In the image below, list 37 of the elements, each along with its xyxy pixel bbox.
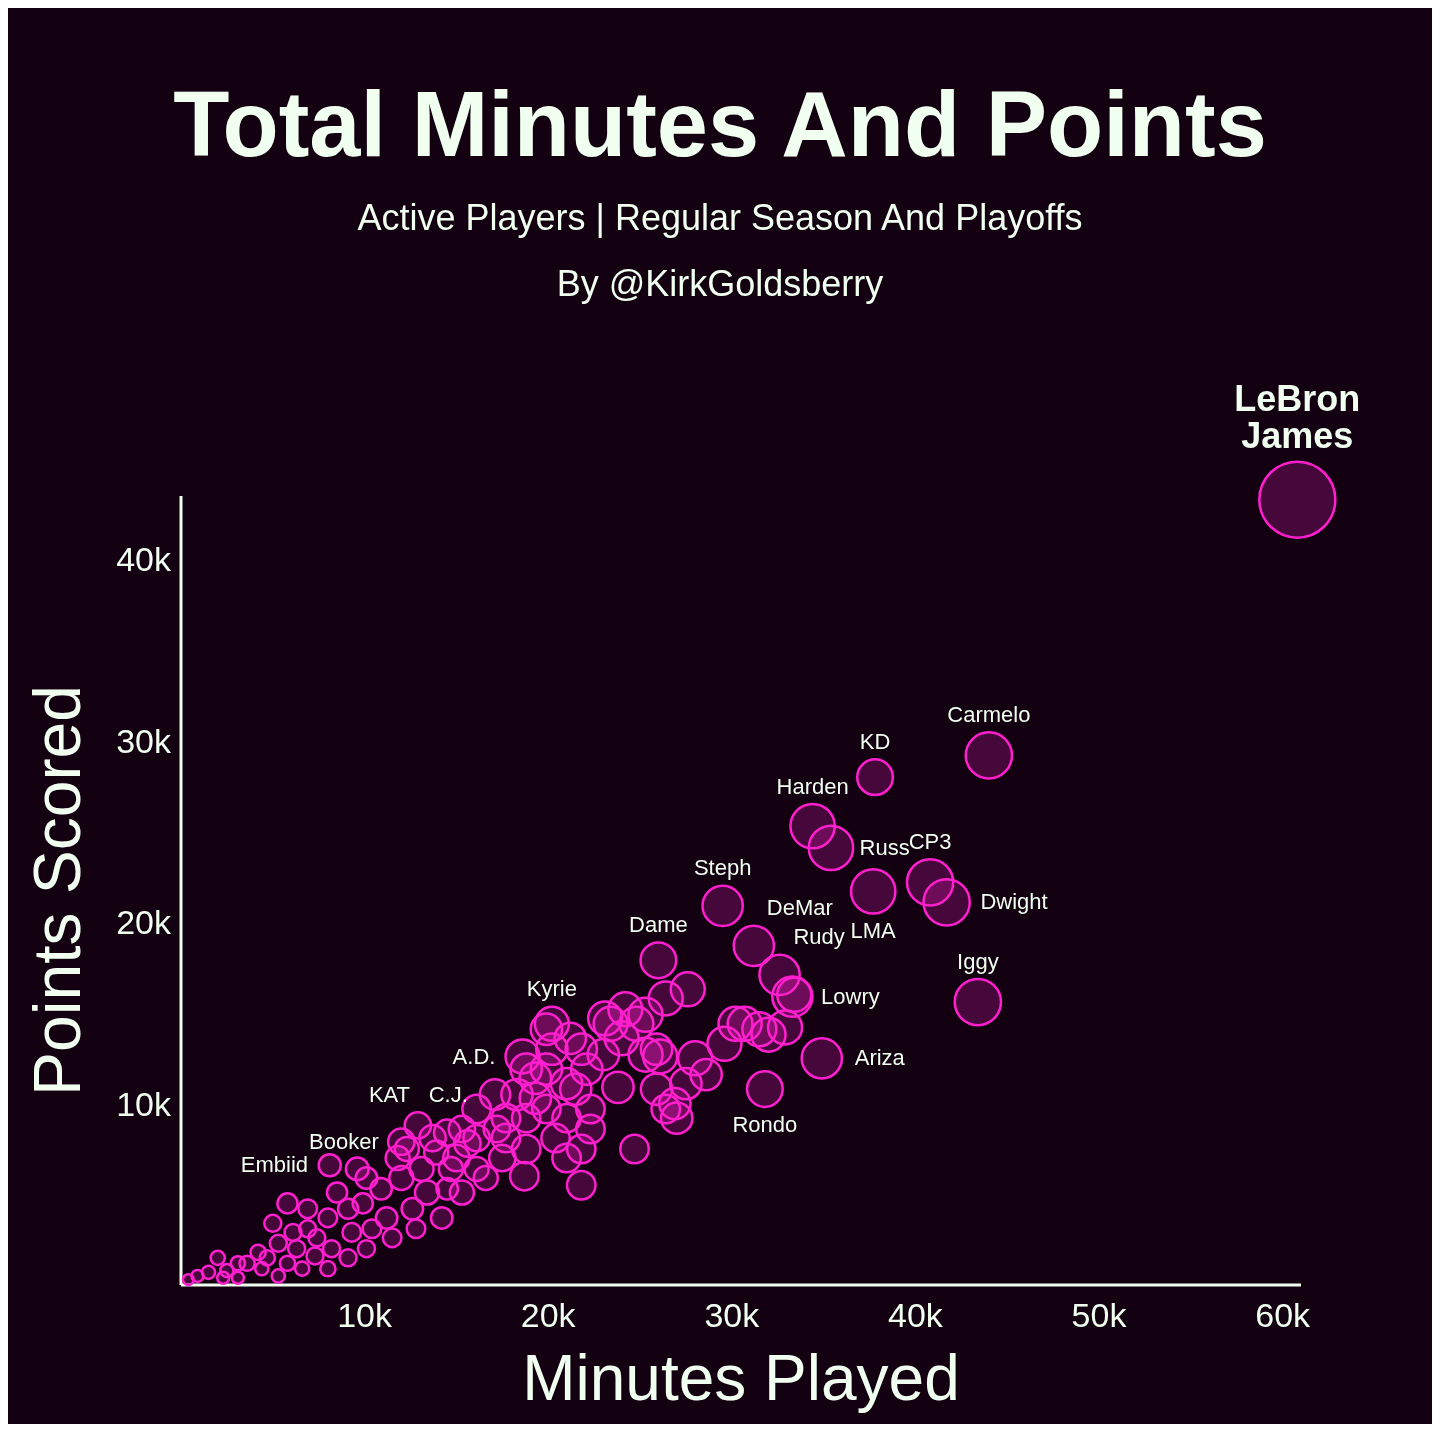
annotation: KAT (368, 1081, 411, 1107)
y-tick-label: 10k (116, 1084, 172, 1123)
annotation: Iggy (957, 948, 999, 974)
annotation: Harden (776, 773, 849, 799)
annotation: CP3 (908, 828, 952, 854)
x-tick-label: 60k (1255, 1296, 1312, 1334)
x-tick-label: 10k (337, 1296, 394, 1334)
y-tick-label: 20k (116, 903, 172, 942)
x-axis-title: Minutes Played (522, 1342, 960, 1414)
x-tick-label: 20k (520, 1296, 577, 1334)
annotation: Lowry (821, 983, 880, 1009)
annotation: Rudy (793, 924, 845, 950)
annotation: LMA (850, 918, 897, 944)
annotation: Booker (309, 1128, 379, 1154)
annotation: Dame (629, 912, 688, 938)
annotation: Russ (859, 835, 910, 861)
chart-title: Total Minutes And Points (173, 73, 1267, 175)
annotation: Carmelo (947, 701, 1031, 727)
annotation: KD (859, 728, 891, 754)
x-tick-label: 50k (1071, 1296, 1128, 1334)
y-tick-label: 30k (116, 721, 172, 760)
x-tick-label: 30k (704, 1296, 761, 1334)
annotation: LeBron James (1234, 377, 1361, 457)
text: By @KirkGoldsberry (556, 263, 884, 304)
annotation: Kyrie (526, 976, 577, 1002)
annotation: Dwight (980, 889, 1048, 915)
y-tick-label: 40k (116, 540, 172, 579)
annotation: DeMar (766, 895, 833, 921)
annotation: Embiid (240, 1152, 309, 1178)
annotation: A.D. (452, 1043, 496, 1069)
x-tick-label: 40k (888, 1296, 944, 1334)
annotation: Rondo (732, 1111, 798, 1137)
chart-subtitle: Active Players | Regular Season And Playoffs (357, 197, 1083, 238)
annotation: Steph (693, 855, 752, 881)
annotation: Ariza (854, 1045, 906, 1071)
y-axis-title: Points Scored (20, 685, 94, 1096)
annotation: C.J. (428, 1081, 468, 1107)
